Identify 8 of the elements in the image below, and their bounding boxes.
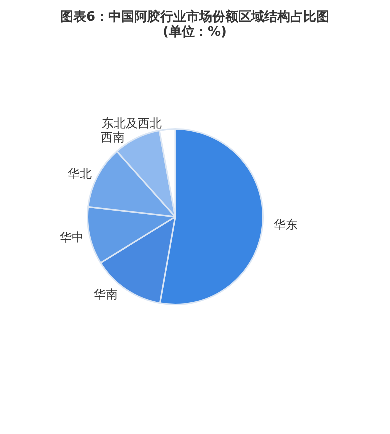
chart-title: 图表6：中国阿胶行业市场份额区域结构占比图	[60, 9, 330, 25]
slice-label: 华东	[274, 218, 298, 232]
slice-label: 西南	[100, 130, 125, 145]
slice-label: 东北及西北	[102, 116, 162, 131]
slice-label: 华中	[60, 230, 84, 244]
slice-label: 华北	[68, 166, 92, 181]
chart-subtitle: (单位：%)	[163, 24, 227, 40]
slice-label: 华南	[94, 288, 118, 302]
